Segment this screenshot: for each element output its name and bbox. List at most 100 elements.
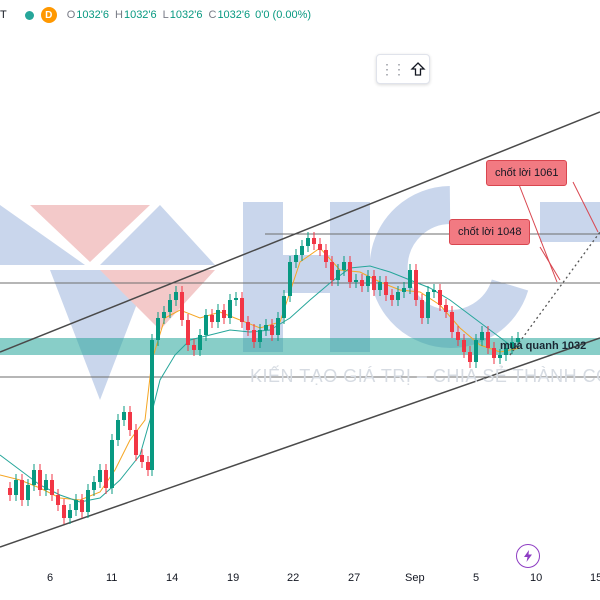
channel-upper [0,111,600,353]
candle-body [68,510,72,518]
candle-body [390,295,394,300]
candle-body [366,276,370,286]
candle-body [210,315,214,322]
open-label: O [66,9,76,21]
lightning-icon[interactable] [516,544,540,568]
ohlc-legend: T D O 1032'6 H 1032'6 L 1032'6 C 1032'6 0'0 … [0,4,311,26]
candle-body [270,325,274,335]
candle-body [420,300,424,318]
candle-body [426,292,430,318]
floating-drawing-toolbar[interactable]: ⋮⋮ [376,54,430,84]
candle-body [450,312,454,332]
market-status-icon [24,10,34,20]
open-value: 1032'6 [76,9,109,21]
buy-zone-label: mua quanh 1032 [500,340,587,352]
candle-body [234,298,238,300]
candle-body [384,282,388,295]
x-axis-tick: 15 [590,572,600,584]
candle-body [180,292,184,320]
candle-body [8,488,12,495]
x-axis-tick: 10 [530,572,543,584]
candle-body [480,332,484,340]
x-axis-tick: 5 [473,572,480,584]
candle-body [456,332,460,340]
candle-body [336,270,340,280]
arrow-up-icon[interactable] [410,61,426,77]
candle-body [20,480,24,500]
low-label: L [162,9,169,21]
candle-body [486,332,490,348]
candle-body [306,238,310,246]
x-axis-tick: 11 [106,572,118,584]
x-axis-tick: 14 [166,572,179,584]
candle-body [474,340,478,362]
candle-body [80,500,84,512]
close-value: 1032'6 [217,9,251,21]
candle-body [174,292,178,300]
high-label: H [115,9,123,21]
candle-body [98,470,102,482]
projection-path [509,231,600,356]
x-axis-tick: 22 [287,572,300,584]
candle-body [438,290,442,305]
candle-body [258,330,262,342]
x-axis-tick: 6 [47,572,54,584]
candle-body [134,430,138,455]
candle-body [74,500,78,510]
candle-body [26,485,30,500]
candle-body [312,238,316,244]
candle-body [360,280,364,286]
candle-body [408,270,412,288]
candle-body [86,490,90,512]
candle-body [414,270,418,300]
candle-body [282,296,286,318]
change-value: 0'0 (0.00%) [255,9,312,21]
channel-lower [0,337,600,548]
take-profit-1048-callout[interactable]: chốt lời 1048 [449,219,531,245]
candle-body [110,440,114,488]
candle-body [516,338,520,342]
candle-body [492,348,496,358]
candle-body [204,315,208,335]
candle-body [92,482,96,490]
candle-body [228,300,232,318]
candle-body [468,352,472,362]
candle-body [162,312,166,318]
drag-grip-icon[interactable]: ⋮⋮ [380,60,406,77]
take-profit-1061-callout[interactable]: chốt lời 1061 [486,160,568,186]
candle-body [324,250,328,262]
candle-body [192,345,196,350]
candle-body [122,412,126,420]
candle-body [140,455,144,462]
close-label: C [208,9,217,21]
x-axis-tick: Sep [405,572,425,584]
candle-body [14,480,18,495]
candle-body [198,335,202,350]
x-axis-tick: 19 [227,572,240,584]
candle-body [300,246,304,255]
candle-body [462,340,466,352]
candle-body [146,462,150,470]
high-value: 1032'6 [123,9,157,21]
candle-body [32,470,36,485]
candle-body [402,288,406,292]
candle-body [342,262,346,270]
candle-body [38,470,42,490]
candle-body [504,348,508,355]
candle-body [354,280,358,282]
candle-body [128,412,132,430]
candle-body [330,262,334,280]
timeframe-badge[interactable]: D [40,7,57,23]
candle-body [156,318,160,340]
tp1-pointer [517,181,558,283]
symbol-fragment: T [0,9,7,21]
watermark-slogan: KIẾN TẠO GIÁ TRỊ – CHIA SẺ THÀNH CÔ [250,366,600,386]
candle-body [104,470,108,488]
candle-body [396,292,400,300]
candle-body [276,318,280,335]
candle-body [372,276,376,290]
candle-body [510,342,514,348]
candle-body [378,282,382,290]
